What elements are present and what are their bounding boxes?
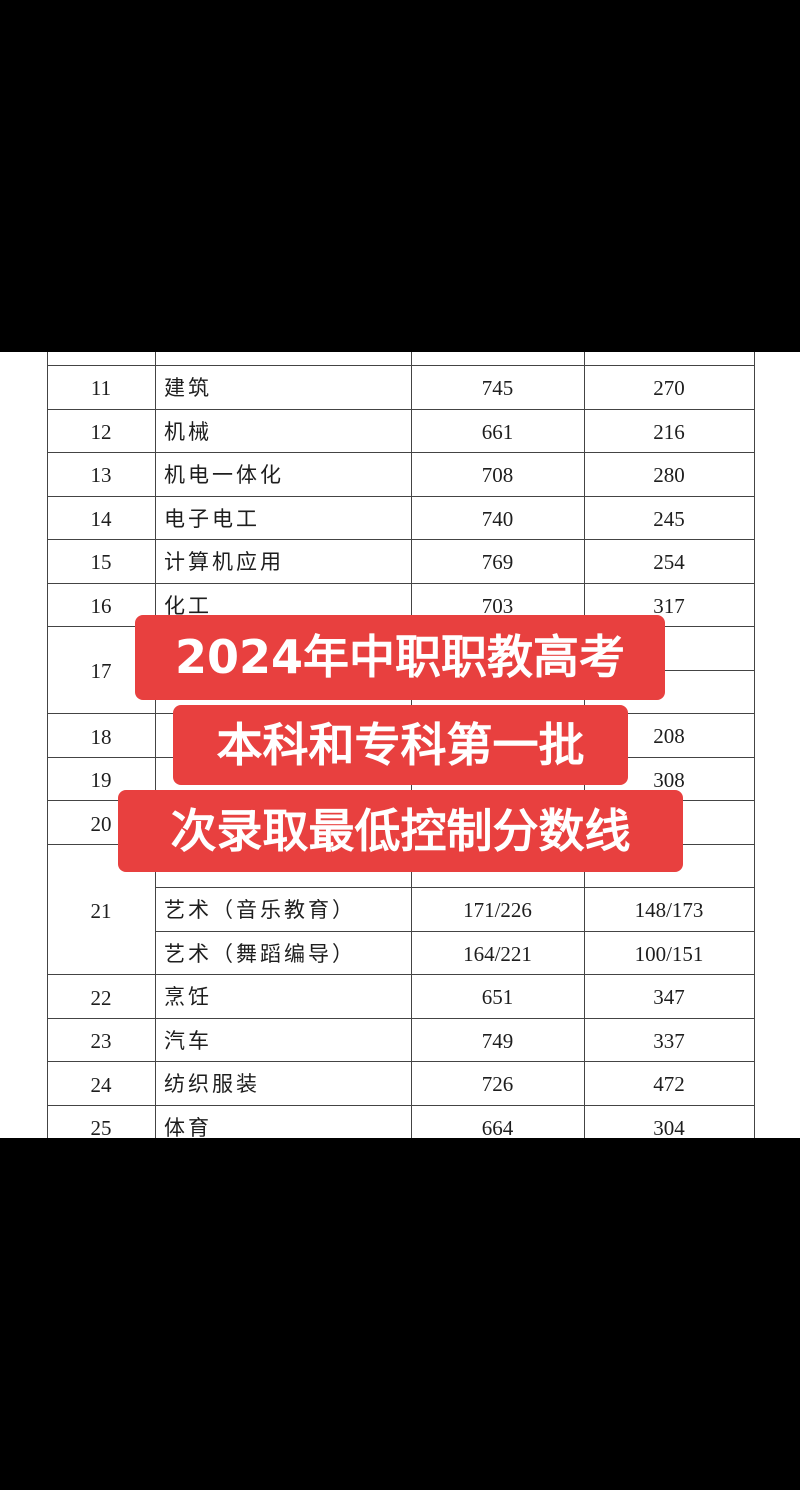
name-cell: 计算机应用 (164, 550, 284, 575)
table-line (47, 1017, 754, 1019)
table-line (47, 1061, 754, 1063)
name-cell: 建筑 (164, 376, 212, 400)
score-cell: 337 (653, 1028, 685, 1053)
code-cell: 12 (90, 419, 112, 444)
name-cell: 汽车 (164, 1028, 212, 1053)
score-cell: 347 (653, 985, 685, 1010)
code-cell: 24 (90, 1072, 112, 1097)
name-cell: 机电一体化 (164, 463, 284, 488)
name-cell: 体育 (164, 1116, 212, 1138)
name-cell: 纺织服装 (164, 1072, 260, 1097)
score-cell: 703 (481, 593, 514, 618)
table-line (47, 452, 754, 454)
code-cell: 13 (90, 463, 112, 488)
table-line (155, 887, 754, 889)
score-cell: 270 (653, 376, 685, 400)
score-cell: 245 (653, 506, 685, 531)
code-cell: 14 (90, 506, 112, 531)
code-cell: 17 (90, 659, 112, 684)
overlay-title: 次录取最低控制分数线 (118, 790, 683, 872)
table-line (47, 582, 754, 584)
code-cell: 18 (90, 724, 112, 749)
table-line (155, 930, 754, 932)
score-cell: 317 (653, 593, 685, 618)
score-cell: 664 (481, 1116, 514, 1138)
score-cell: 745 (481, 376, 514, 400)
code-cell: 16 (90, 593, 112, 618)
overlay-title: 2024年中职职教高考 (135, 615, 665, 700)
score-cell: 651 (481, 985, 514, 1010)
table-line (47, 365, 754, 366)
name-cell: 艺术（舞蹈编导） (164, 941, 356, 966)
name-cell: 化工 (164, 593, 212, 618)
score-cell: 208 (653, 724, 685, 749)
score-cell: 216 (653, 419, 685, 444)
score-table: 11 建筑 745 270 12 机械 661 216 13 机电一体化 708 280 14 电子电工 7… (0, 352, 800, 1138)
name-cell: 艺术（音乐教育） (164, 898, 356, 923)
table-line (47, 1105, 754, 1106)
score-cell: 254 (653, 550, 685, 575)
code-cell: 23 (90, 1029, 112, 1054)
code-cell: 19 (90, 768, 112, 793)
table-line (47, 408, 754, 410)
table-line (155, 352, 156, 1138)
code-cell: 22 (90, 985, 112, 1010)
name-cell: 机械 (164, 419, 212, 444)
table-line (47, 495, 754, 497)
score-cell: 661 (481, 419, 514, 444)
code-cell: 20 (90, 811, 112, 836)
score-cell: 472 (653, 1072, 685, 1097)
score-cell: 769 (481, 550, 514, 575)
score-cell: 726 (481, 1072, 514, 1097)
overlay-title: 本科和专科第一批 (173, 705, 628, 785)
score-cell: 749 (481, 1028, 514, 1053)
score-cell: 171/226 (463, 898, 532, 923)
score-cell: 304 (653, 1116, 685, 1138)
name-cell: 烹饪 (164, 985, 212, 1010)
score-cell: 280 (653, 463, 685, 488)
table-line (754, 352, 755, 1138)
code-cell: 11 (90, 376, 112, 401)
score-cell: 308 (653, 767, 685, 792)
code-cell: 25 (90, 1116, 112, 1138)
score-cell: 164/221 (463, 941, 532, 966)
table-line (47, 974, 754, 976)
code-cell: 15 (90, 550, 112, 575)
table-line (47, 539, 754, 541)
table-line (47, 352, 48, 1138)
score-cell: 708 (481, 463, 514, 488)
name-cell: 电子电工 (164, 506, 260, 531)
score-cell: 148/173 (634, 898, 704, 923)
score-cell: 740 (481, 506, 514, 531)
code-cell: 21 (90, 898, 112, 923)
score-cell: 100/151 (634, 941, 704, 966)
